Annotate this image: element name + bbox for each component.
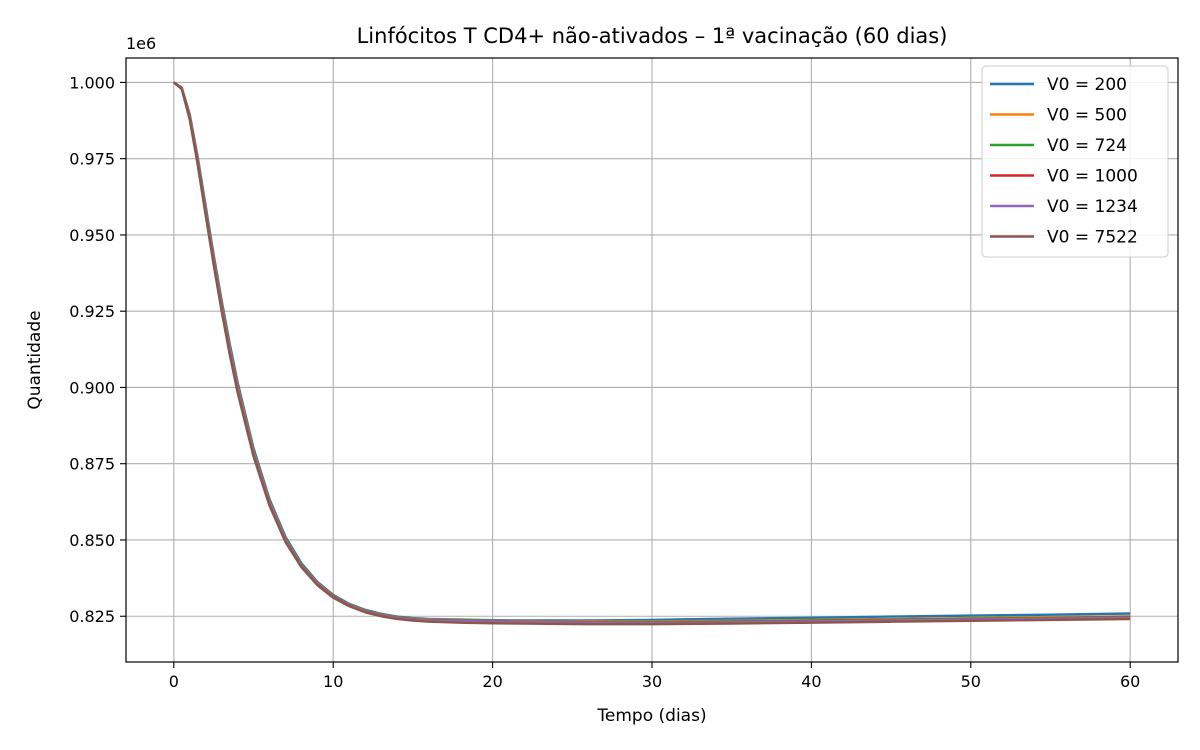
legend-label: V0 = 7522 [1047, 228, 1138, 248]
y-axis: 0.825 0.850 0.875 0.900 0.925 0.950 0.975 1.000 [69, 73, 126, 626]
x-axis: 0 10 20 30 40 50 60 [169, 662, 1140, 691]
legend-label: V0 = 1234 [1047, 197, 1138, 217]
x-tick-label: 20 [482, 672, 502, 691]
x-tick-label: 60 [1120, 672, 1140, 691]
x-tick-label: 0 [169, 672, 179, 691]
x-tick-label: 30 [642, 672, 662, 691]
legend-label: V0 = 200 [1047, 75, 1127, 95]
grid-lines [126, 58, 1178, 662]
y-tick-label: 0.900 [69, 378, 115, 397]
legend-label: V0 = 1000 [1047, 167, 1138, 187]
legend-label: V0 = 724 [1047, 136, 1127, 156]
y-axis-label: Quantidade [25, 310, 45, 409]
y-tick-label: 0.975 [69, 150, 115, 169]
chart-title: Linfócitos T CD4+ não-ativados – 1ª vaci… [357, 24, 948, 48]
plot-lines [173, 81, 1131, 626]
y-tick-label: 0.850 [69, 531, 115, 550]
y-tick-label: 0.925 [69, 302, 115, 321]
y-tick-label: 0.875 [69, 455, 115, 474]
x-tick-label: 40 [801, 672, 821, 691]
x-axis-label: Tempo (dias) [596, 706, 706, 726]
x-tick-label: 50 [961, 672, 981, 691]
legend: V0 = 200 V0 = 500 V0 = 724 V0 = 1000 V0 = 12… [981, 65, 1169, 258]
y-tick-label: 1.000 [69, 73, 115, 92]
x-tick-label: 10 [323, 672, 343, 691]
y-tick-label: 0.950 [69, 226, 115, 245]
y-offset-label: 1e6 [126, 34, 156, 53]
y-tick-label: 0.825 [69, 607, 115, 626]
legend-label: V0 = 500 [1047, 106, 1127, 126]
series-line [173, 81, 1131, 626]
